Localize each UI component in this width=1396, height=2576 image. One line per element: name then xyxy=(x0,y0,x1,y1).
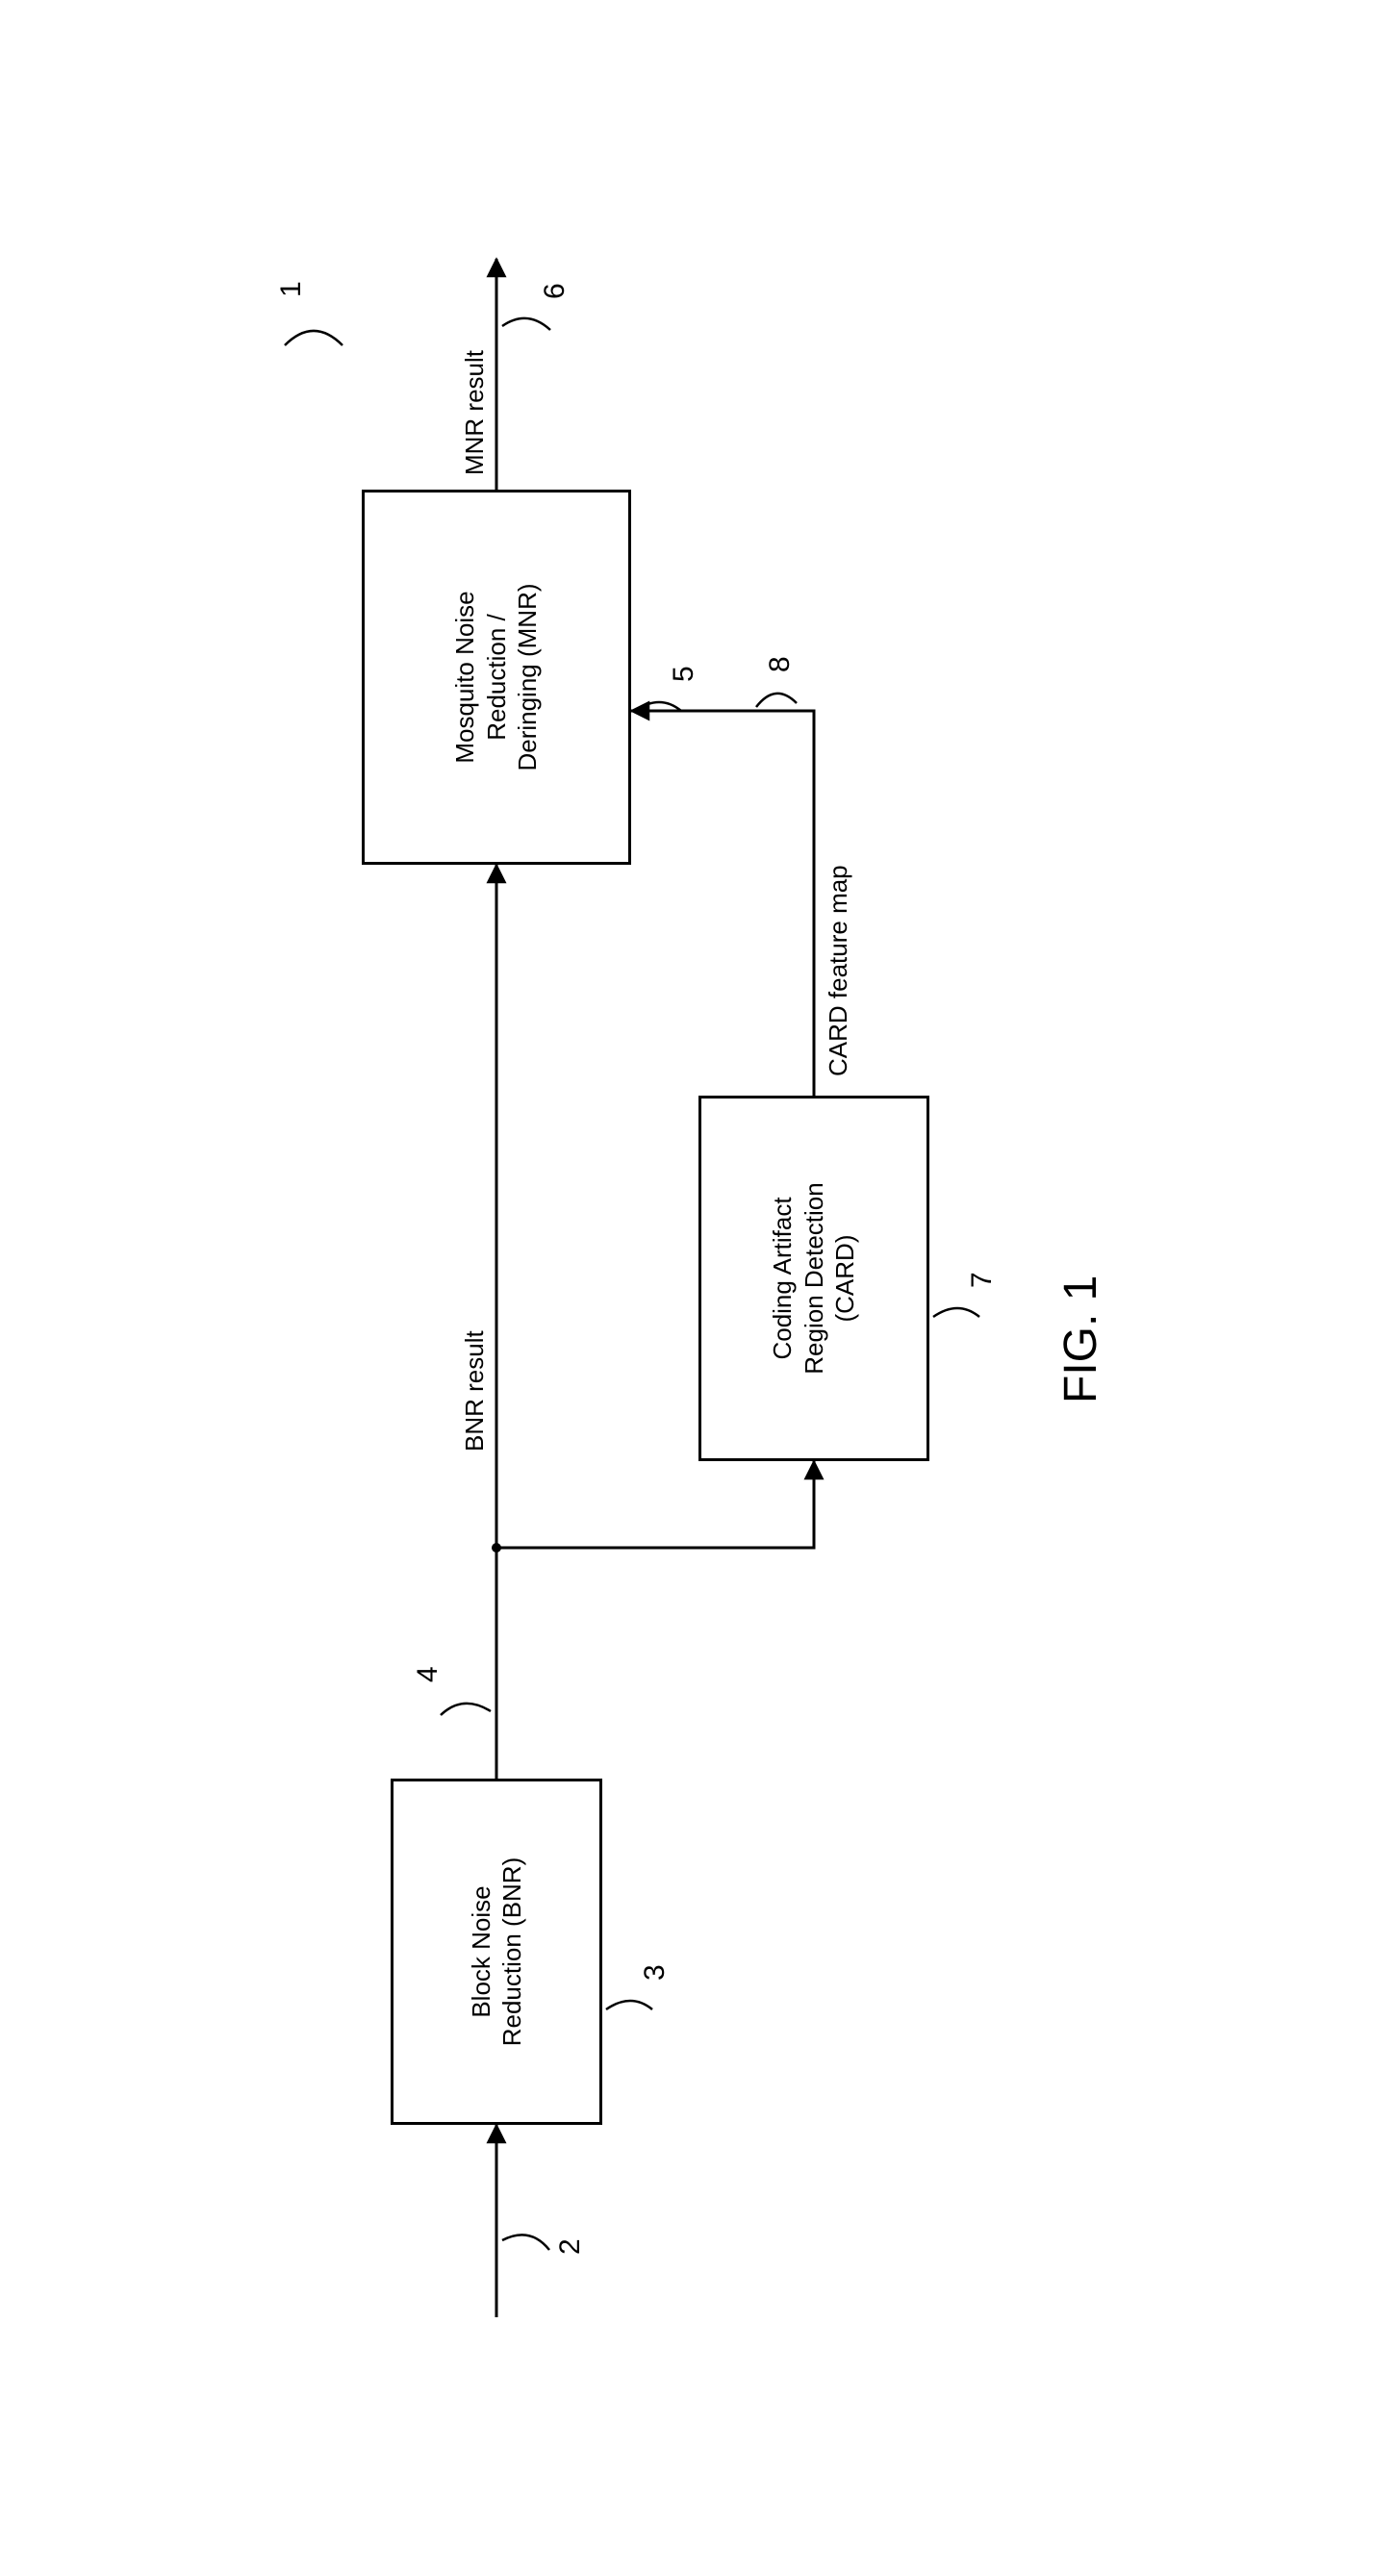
block-mnr-text: Mosquito NoiseReduction /Deringing (MNR) xyxy=(449,583,544,770)
ref-5: 5 xyxy=(668,666,700,682)
block-bnr: Block NoiseReduction (BNR) xyxy=(391,1779,602,2125)
block-card: Coding ArtifactRegion Detection(CARD) xyxy=(698,1096,929,1461)
block-card-text: Coding ArtifactRegion Detection(CARD) xyxy=(767,1182,861,1374)
ref-6: 6 xyxy=(539,283,571,299)
block-mnr: Mosquito NoiseReduction /Deringing (MNR) xyxy=(362,490,631,865)
label-bnr-result: BNR result xyxy=(460,1330,490,1452)
ref-3: 3 xyxy=(639,1964,672,1981)
label-mnr-result: MNR result xyxy=(460,350,490,475)
figure-caption: FIG. 1 xyxy=(1054,1275,1107,1403)
ref-2: 2 xyxy=(554,2238,587,2255)
ref-4: 4 xyxy=(412,1666,444,1682)
ref-1: 1 xyxy=(275,281,308,297)
ref-7: 7 xyxy=(966,1272,999,1288)
ref-8: 8 xyxy=(764,656,797,672)
label-card-map: CARD feature map xyxy=(824,865,853,1076)
block-diagram: Block NoiseReduction (BNR) Coding Artifa… xyxy=(217,230,1180,2346)
block-bnr-text: Block NoiseReduction (BNR) xyxy=(465,1857,527,2047)
